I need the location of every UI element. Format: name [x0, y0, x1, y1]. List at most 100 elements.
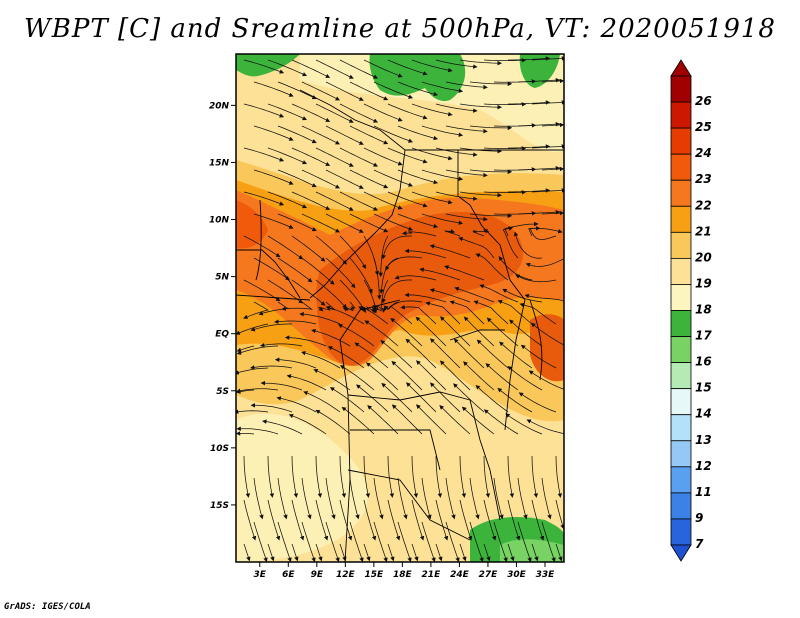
streamline — [435, 191, 478, 201]
streamline — [373, 169, 414, 187]
streamline — [531, 543, 539, 562]
colorbar-swatch — [670, 75, 692, 103]
colorbar-label: 19 — [695, 276, 712, 290]
colorbar-swatch — [670, 388, 692, 416]
streamline — [373, 125, 414, 143]
colorbar-label: 18 — [695, 303, 712, 317]
streamline — [325, 81, 364, 101]
streamline — [483, 409, 519, 435]
streamline — [277, 477, 288, 520]
streamline — [363, 455, 371, 498]
streamline — [411, 455, 419, 498]
streamline — [394, 275, 437, 281]
map-title: WBPT [C] and Sreamline at 500hPa, VT: 20… — [24, 14, 776, 44]
streamline — [339, 103, 379, 123]
plot-area — [236, 54, 564, 562]
streamline — [385, 256, 423, 271]
colorbar-swatch — [670, 101, 692, 129]
streamline — [517, 121, 561, 127]
colorbar-label: 23 — [695, 172, 712, 186]
streamline — [517, 209, 561, 215]
streamline — [349, 213, 389, 233]
streamline — [315, 59, 354, 79]
longitude-axis: 3E 6E 9E 12E 15E 18E 21E 24E 27E 30E 33E — [254, 562, 555, 580]
streamline — [284, 335, 327, 347]
streamline — [459, 543, 467, 562]
streamline — [445, 125, 488, 134]
streamline — [243, 59, 285, 74]
streamline — [483, 58, 527, 63]
streamline — [541, 122, 564, 128]
streamline — [498, 256, 533, 281]
streamline — [439, 316, 471, 347]
wbpt-17-north-2 — [369, 54, 466, 102]
streamline — [483, 190, 527, 195]
streamline — [541, 477, 552, 520]
streamline — [483, 146, 527, 151]
streamline — [475, 384, 509, 413]
streamline — [236, 345, 255, 353]
streamline — [421, 213, 464, 225]
streamline — [381, 235, 412, 260]
streamline — [421, 81, 464, 93]
streamline — [253, 477, 264, 520]
streamline — [445, 81, 488, 90]
streamline — [528, 227, 563, 237]
streamline — [325, 169, 364, 189]
streamline — [291, 147, 331, 166]
colorbar-swatch — [670, 440, 692, 468]
colorbar-under-triangle — [670, 544, 692, 562]
streamline — [507, 499, 521, 541]
streamline — [363, 191, 403, 210]
streamline — [267, 103, 308, 121]
streamline — [315, 409, 351, 435]
streamline — [259, 342, 303, 348]
streamline — [339, 365, 375, 391]
lat-label: 5N — [215, 273, 229, 283]
streamline — [358, 305, 389, 325]
colorbar-label: 22 — [695, 198, 712, 212]
streamline — [379, 257, 399, 294]
streamline — [373, 477, 384, 520]
colorbar-swatch — [670, 179, 692, 207]
streamline — [381, 382, 413, 413]
streamline — [277, 213, 317, 232]
wbpt-17-north — [236, 54, 300, 77]
lat-label: 10S — [210, 444, 229, 454]
streamline — [453, 383, 485, 413]
streamline — [325, 477, 336, 520]
streamline — [383, 300, 423, 311]
lon-label: 18E — [393, 570, 413, 580]
lat-label: EQ — [215, 330, 229, 340]
streamline — [387, 455, 395, 498]
streamline — [507, 365, 543, 391]
streamline — [291, 499, 305, 541]
streamline — [364, 320, 399, 347]
streamline — [531, 100, 564, 105]
streamline — [303, 391, 341, 413]
colorbar-label: 13 — [695, 433, 712, 447]
streamline — [508, 100, 551, 105]
streamline — [311, 328, 351, 347]
streamline — [469, 477, 480, 520]
streamline — [435, 455, 443, 498]
wbpt-18-sahel — [300, 54, 564, 152]
streamline — [518, 392, 557, 413]
streamline — [342, 301, 356, 312]
lon-label: 6E — [282, 570, 295, 580]
streamline — [463, 361, 495, 391]
streamline — [411, 59, 453, 73]
streamline — [356, 384, 389, 413]
streamline — [416, 404, 447, 435]
streamline — [250, 403, 293, 413]
streamline — [381, 279, 412, 304]
streamline — [373, 257, 382, 300]
streamline — [277, 169, 317, 188]
streamline — [445, 477, 456, 520]
streamline — [291, 103, 331, 122]
colorbar-label: 20 — [695, 250, 712, 264]
streamline — [387, 103, 428, 120]
streamline — [415, 360, 447, 391]
streamline — [517, 477, 528, 520]
